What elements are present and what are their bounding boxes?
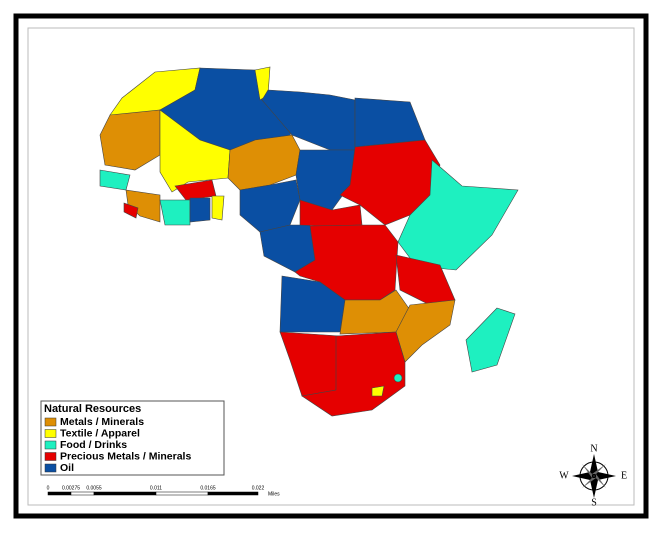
scale-label: 0 [47, 485, 50, 491]
compass-point [590, 454, 598, 476]
legend-box [40, 400, 225, 476]
legend-title: Natural Resources [44, 403, 141, 415]
legend-swatch [44, 417, 57, 427]
compass-point [594, 472, 616, 480]
legend-swatch [44, 440, 57, 450]
country [159, 109, 231, 193]
africa [99, 66, 519, 417]
country [125, 189, 161, 223]
country [123, 202, 139, 219]
compass-south: S [591, 497, 597, 508]
scale-label: 0.022 [252, 485, 265, 491]
scale-unit: Miles [268, 491, 280, 497]
scale-label: 0.00275 [62, 485, 80, 491]
scale-segment [47, 491, 72, 496]
scale-segment [70, 491, 95, 496]
legend-label: Metals / Minerals [60, 416, 144, 428]
legend-label: Precious Metals / Minerals [60, 450, 191, 462]
legend: Natural Resources Metals / MineralsTexti… [40, 400, 225, 476]
country [393, 373, 403, 383]
scale-segment [207, 491, 259, 496]
country [189, 197, 211, 223]
legend-label: Oil [60, 462, 74, 474]
scale-label: 0.011 [150, 485, 162, 491]
legend-swatch [44, 429, 57, 438]
scale-segment [93, 491, 157, 496]
legend-swatch [44, 452, 57, 461]
compass-point [572, 472, 594, 480]
compass-point [590, 476, 598, 498]
compass: N S E W [559, 443, 627, 508]
legend-swatch [44, 463, 57, 473]
country [211, 195, 225, 221]
compass-east: E [621, 470, 627, 481]
country [339, 139, 441, 226]
compass-west: W [559, 470, 569, 481]
legend-label: Textile / Apparel [60, 427, 140, 439]
compass-point [592, 464, 606, 474]
scale-label: 0.0055 [86, 485, 102, 491]
country [371, 385, 385, 397]
legend-label: Food / Drinks [60, 439, 127, 451]
compass-point [596, 474, 606, 488]
country [159, 199, 191, 226]
compass-point [582, 478, 596, 488]
compass-point [582, 464, 592, 478]
scale-segment [155, 491, 209, 496]
country [239, 179, 301, 233]
compass-north: N [590, 443, 597, 454]
country [465, 307, 516, 373]
scale-label: 0.0165 [200, 485, 216, 491]
